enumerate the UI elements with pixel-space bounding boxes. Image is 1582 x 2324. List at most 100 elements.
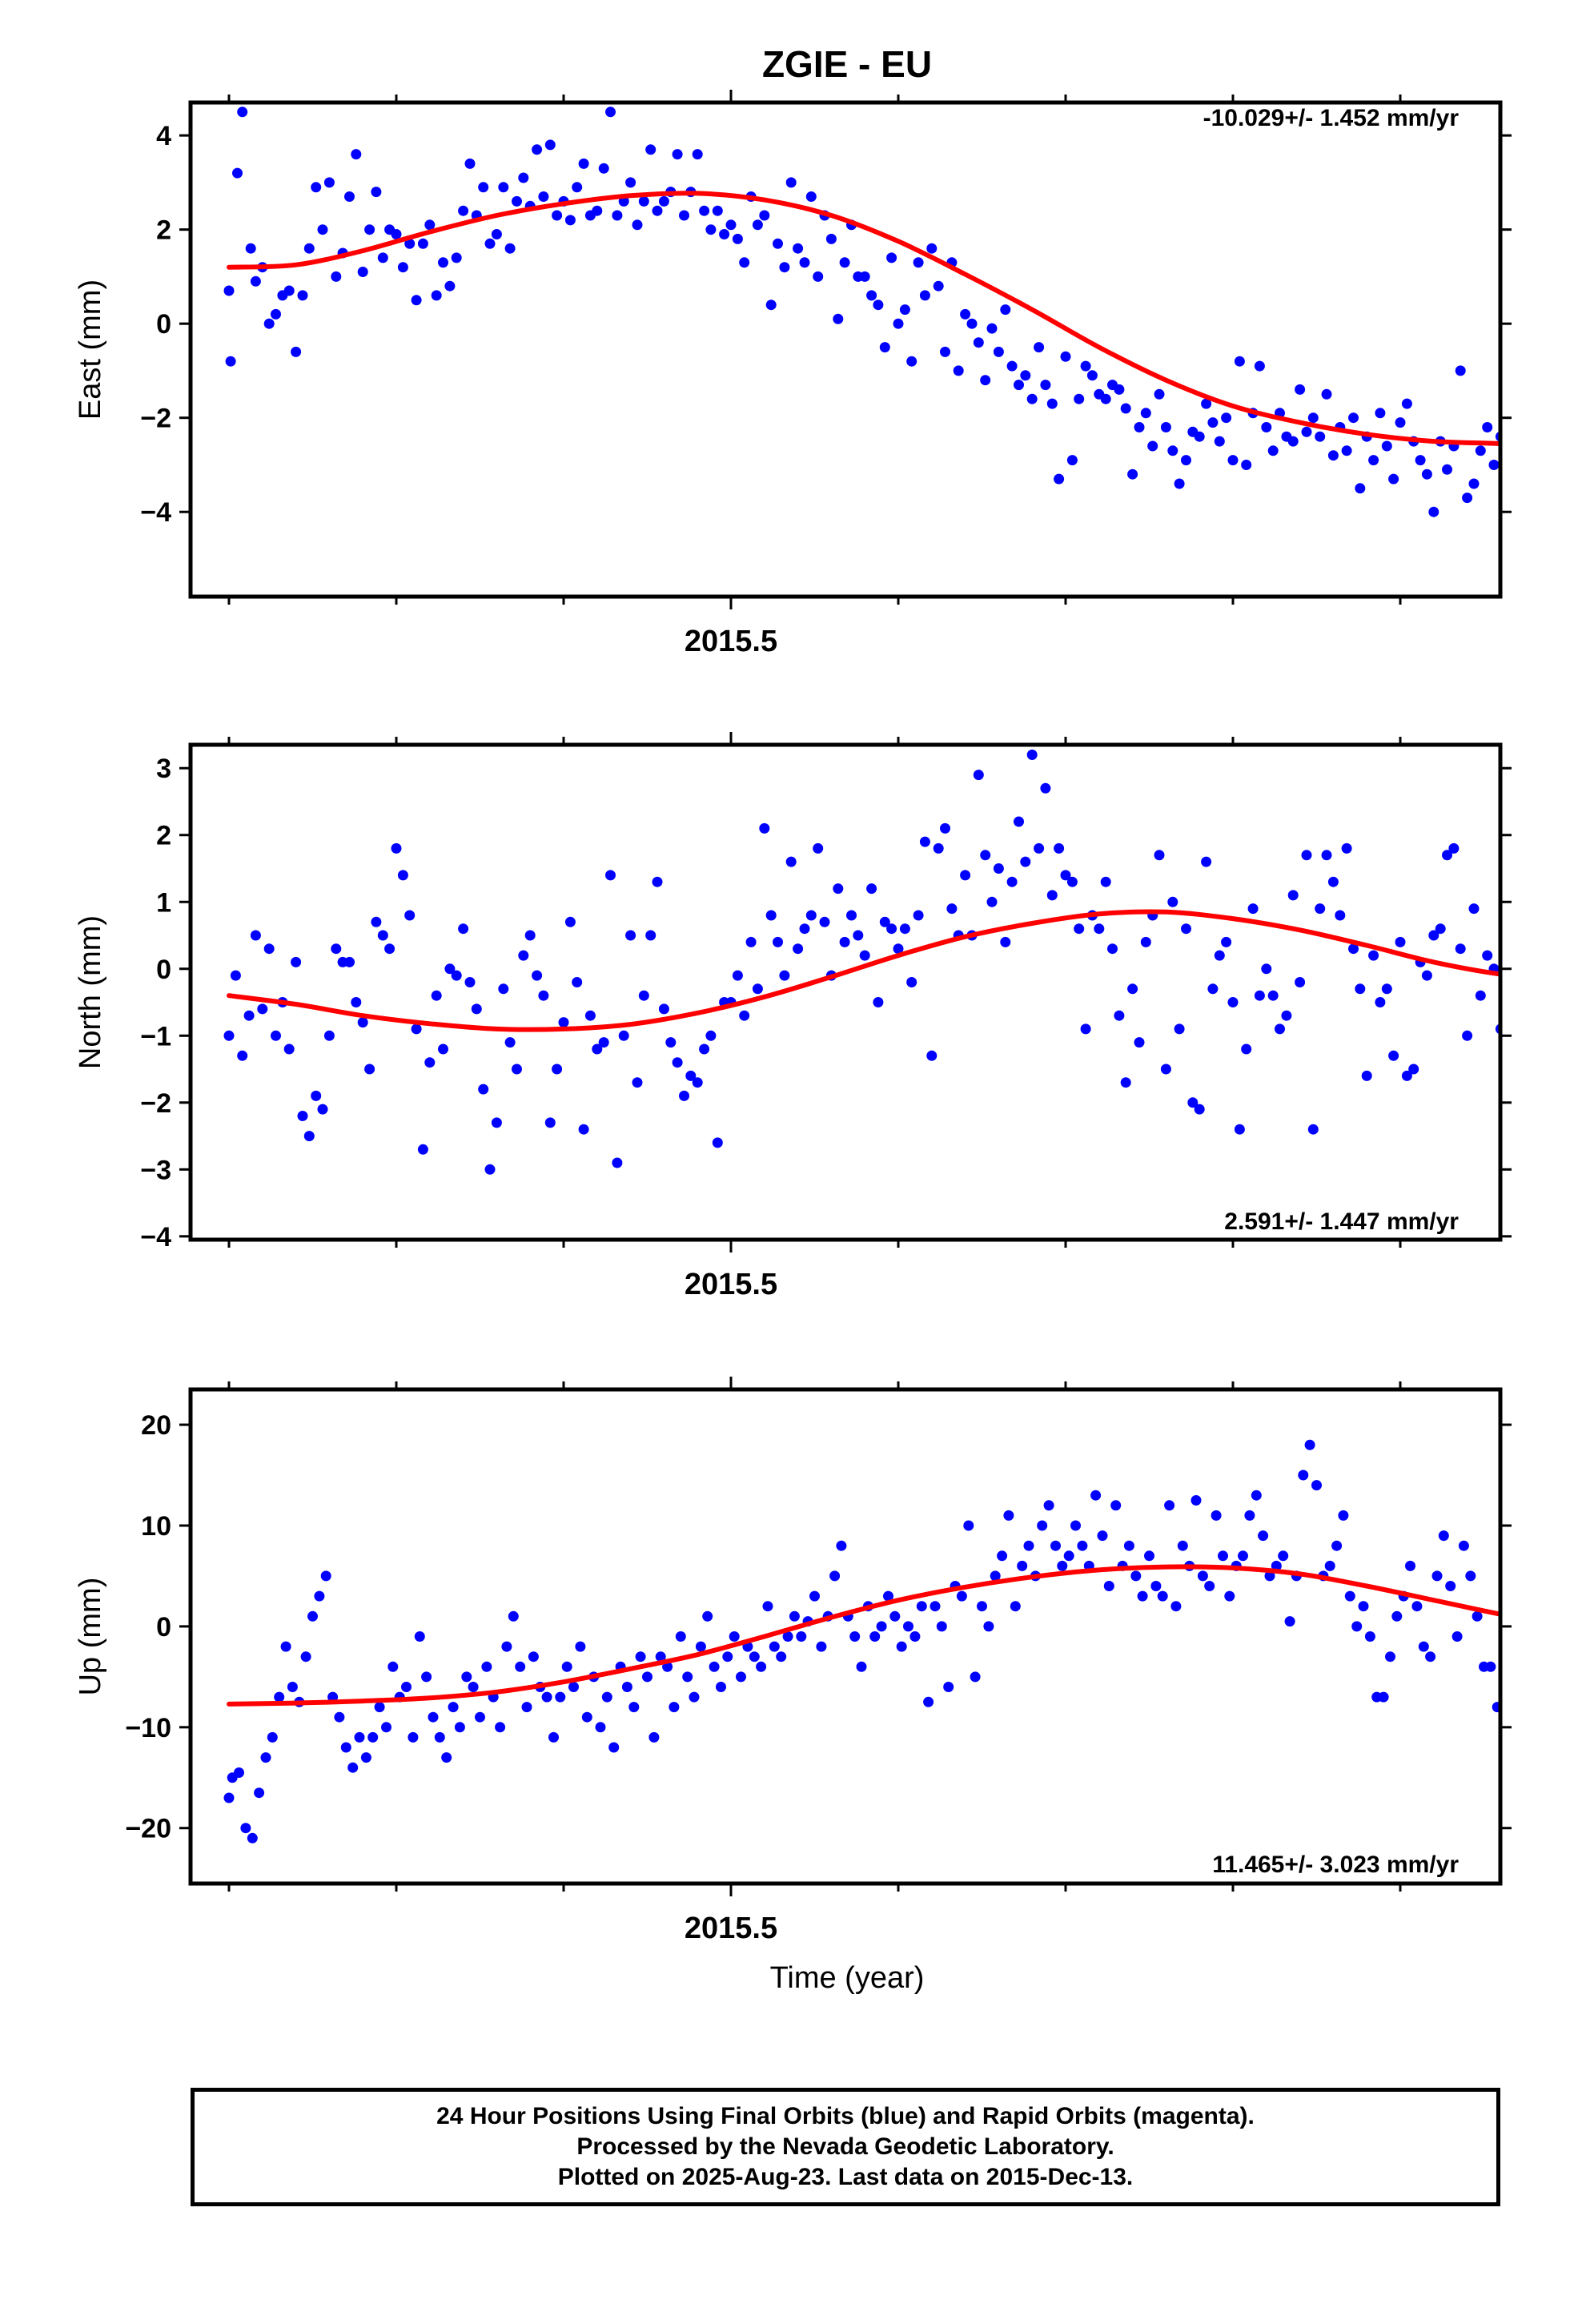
data-point: [977, 1601, 987, 1612]
data-point: [1475, 445, 1486, 456]
data-point: [980, 375, 991, 386]
data-point: [1485, 1661, 1496, 1672]
data-point: [732, 233, 743, 244]
data-point: [438, 257, 448, 268]
data-point: [1267, 990, 1279, 1001]
data-point: [765, 910, 777, 921]
y-tick-label-east: 2: [156, 215, 171, 246]
data-point: [475, 1711, 485, 1723]
data-point: [1050, 1540, 1061, 1551]
y-axis-label-up: Up (mm): [74, 1578, 107, 1696]
data-point: [1375, 997, 1386, 1007]
data-point: [481, 1661, 492, 1672]
data-point: [1026, 750, 1038, 760]
data-point: [625, 930, 636, 941]
data-point: [541, 1691, 552, 1703]
data-point: [1224, 1590, 1235, 1602]
points-north: [223, 0, 1580, 1175]
data-point: [364, 1063, 375, 1075]
data-point: [1462, 1030, 1473, 1041]
data-point: [1201, 398, 1212, 409]
data-point: [478, 1084, 489, 1095]
data-point: [1307, 412, 1319, 424]
data-point: [512, 1063, 522, 1075]
data-point: [323, 1030, 335, 1041]
data-point: [1040, 782, 1051, 794]
data-point: [839, 936, 850, 947]
data-point: [1458, 1540, 1469, 1551]
data-point: [1020, 370, 1031, 381]
data-point: [387, 1661, 399, 1672]
data-point: [1167, 896, 1178, 907]
data-point: [317, 224, 328, 235]
data-point: [438, 1043, 448, 1055]
data-point: [1140, 936, 1151, 947]
data-point: [291, 346, 302, 357]
data-point: [1307, 1124, 1319, 1135]
data-point: [1418, 1641, 1429, 1652]
data-point: [424, 219, 436, 231]
data-point: [518, 172, 529, 183]
data-point: [1063, 1550, 1074, 1562]
data-point: [297, 290, 308, 301]
data-point: [1043, 1500, 1054, 1511]
data-point: [1408, 1063, 1419, 1075]
data-point: [1134, 1037, 1145, 1048]
data-point: [1435, 923, 1446, 935]
data-point: [1014, 816, 1024, 827]
data-point: [538, 191, 549, 202]
data-point: [1445, 1581, 1456, 1591]
data-point: [334, 1711, 345, 1723]
data-point: [669, 1702, 680, 1713]
data-point: [873, 300, 884, 311]
data-point: [561, 1661, 572, 1672]
data-point: [1304, 1439, 1315, 1450]
data-point: [1254, 990, 1265, 1001]
data-point: [632, 1077, 643, 1088]
data-point: [605, 107, 616, 118]
data-point: [261, 0, 271, 6]
data-point: [886, 923, 897, 935]
data-point: [1264, 1570, 1275, 1582]
data-point: [1010, 1601, 1021, 1612]
data-point: [454, 1722, 465, 1733]
data-point: [598, 163, 609, 174]
data-point: [1080, 360, 1091, 372]
data-point: [1569, 951, 1580, 961]
data-point: [776, 1651, 787, 1663]
data-point: [652, 205, 663, 216]
data-point: [909, 1631, 921, 1642]
data-point: [1066, 455, 1078, 466]
y-tick-label-east: 0: [156, 309, 171, 340]
data-point: [705, 1030, 717, 1041]
data-point: [833, 313, 844, 324]
data-point: [223, 285, 235, 296]
data-point: [1539, 1692, 1549, 1703]
data-point: [1522, 450, 1532, 460]
data-point: [391, 229, 402, 239]
data-point: [267, 1731, 278, 1743]
data-point: [250, 275, 261, 287]
data-point: [1195, 0, 1205, 6]
footer-line-2: Processed by the Nevada Geodetic Laborat…: [576, 2133, 1114, 2160]
data-point: [1388, 473, 1399, 485]
data-point: [1077, 1540, 1088, 1551]
data-point: [896, 1641, 907, 1652]
velocity-label-east: -10.029+/- 1.452 mm/yr: [1203, 105, 1460, 131]
data-point: [1123, 1540, 1134, 1551]
data-point: [970, 1671, 981, 1683]
data-point: [819, 916, 830, 927]
data-point: [1281, 1010, 1292, 1021]
data-point: [712, 1137, 723, 1148]
data-point: [1034, 842, 1045, 854]
data-point: [779, 262, 790, 273]
data-point: [360, 1752, 371, 1763]
data-point: [1157, 1590, 1168, 1602]
data-point: [1221, 936, 1232, 947]
data-point: [287, 1682, 298, 1692]
data-point: [421, 1671, 432, 1683]
data-point: [679, 210, 689, 221]
data-point: [1120, 403, 1131, 414]
data-point: [1542, 469, 1552, 480]
data-point: [829, 1570, 841, 1582]
